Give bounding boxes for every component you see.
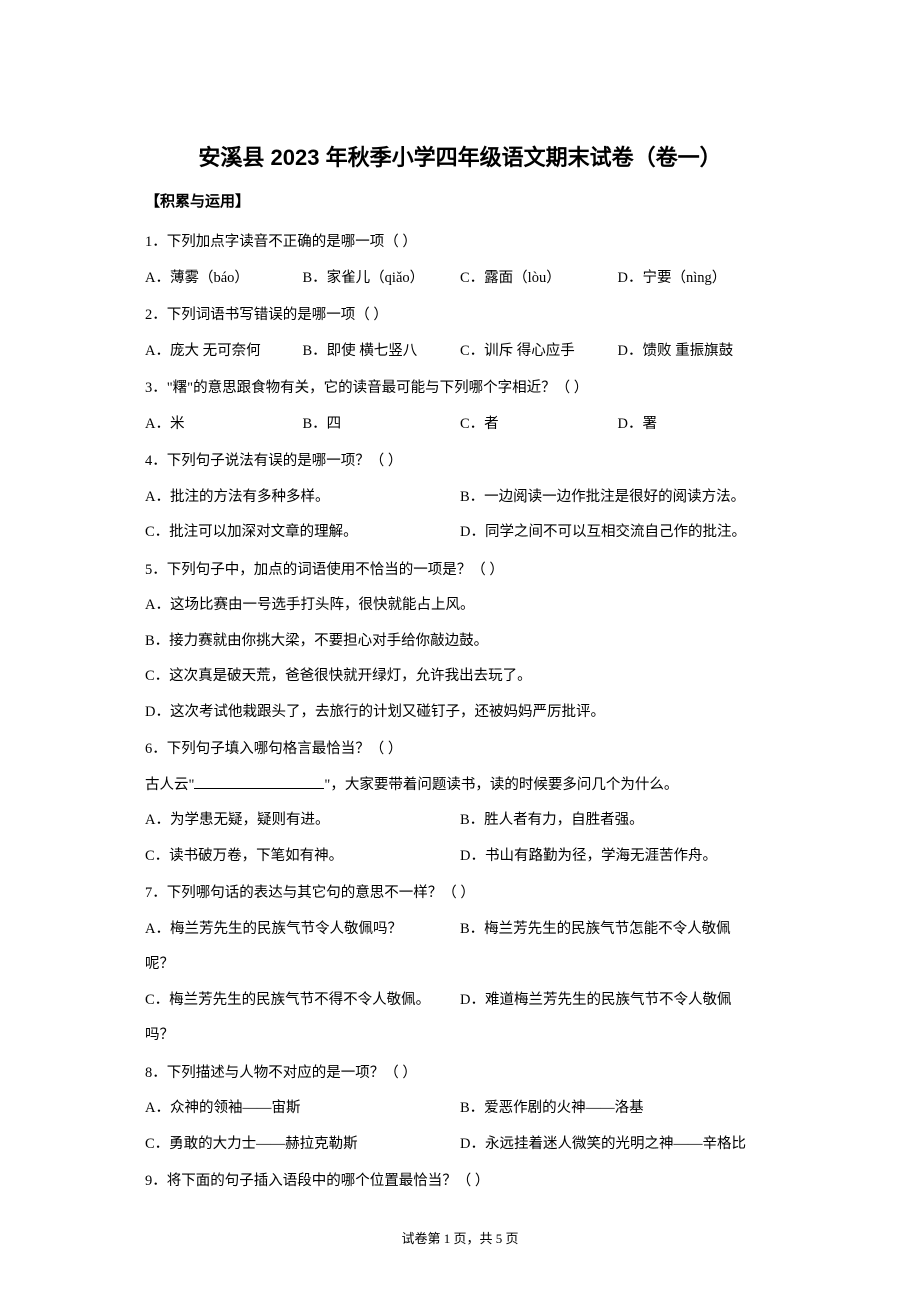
option: A．众神的领袖——宙斯 — [145, 1091, 460, 1127]
question-7: 7．下列哪句话的表达与其它句的意思不一样？（ ）A．梅兰芳先生的民族气节令人敬佩… — [145, 876, 775, 1054]
question-9: 9．将下面的句子插入语段中的哪个位置最恰当？（ ） — [145, 1164, 775, 1200]
option: C．梅兰芳先生的民族气节不得不令人敬佩。 — [145, 983, 460, 1019]
option: C．者 — [460, 407, 618, 443]
option: A．薄雾（báo） — [145, 261, 303, 297]
option: C．训斥 得心应手 — [460, 334, 618, 370]
option: D．这次考试他栽跟头了，去旅行的计划又碰钉子，还被妈妈严厉批评。 — [145, 695, 775, 731]
question-text: 7．下列哪句话的表达与其它句的意思不一样？（ ） — [145, 876, 775, 912]
question-text: 3．"糬"的意思跟食物有关，它的读音最可能与下列哪个字相近？（ ） — [145, 371, 775, 407]
option: B．即使 横七竖八 — [303, 334, 461, 370]
options-row: A．众神的领袖——宙斯B．爱恶作剧的火神——洛基C．勇敢的大力士——赫拉克勒斯D… — [145, 1091, 775, 1162]
option: D．宁要（nìng） — [618, 261, 776, 297]
option: B．梅兰芳先生的民族气节怎能不令人敬佩 — [460, 912, 775, 948]
options-row: A．庞大 无可奈何B．即使 横七竖八C．训斥 得心应手D．馈败 重振旗鼓 — [145, 334, 775, 370]
option: A．为学患无疑，疑则有进。 — [145, 803, 460, 839]
option: B．接力赛就由你挑大梁，不要担心对手给你敲边鼓。 — [145, 624, 775, 660]
options-row: A．为学患无疑，疑则有进。B．胜人者有力，自胜者强。C．读书破万卷，下笔如有神。… — [145, 803, 775, 874]
question-6: 6．下列句子填入哪句格言最恰当？（ ）古人云""，大家要带着问题读书，读的时候要… — [145, 732, 775, 874]
question-8: 8．下列描述与人物不对应的是一项？（ ）A．众神的领袖——宙斯B．爱恶作剧的火神… — [145, 1056, 775, 1163]
option: B．一边阅读一边作批注是很好的阅读方法。 — [460, 480, 775, 516]
option: A．梅兰芳先生的民族气节令人敬佩吗？ — [145, 912, 460, 948]
option: B．家雀儿（qiǎo） — [303, 261, 461, 297]
option: C．读书破万卷，下笔如有神。 — [145, 839, 460, 875]
option: D．书山有路勤为径，学海无涯苦作舟。 — [460, 839, 775, 875]
option: D．同学之间不可以互相交流自己作的批注。 — [460, 515, 775, 551]
option: C．露面（lòu） — [460, 261, 618, 297]
options-row: A．米B．四C．者D．署 — [145, 407, 775, 443]
question-text: 8．下列描述与人物不对应的是一项？（ ） — [145, 1056, 775, 1092]
question-text: 9．将下面的句子插入语段中的哪个位置最恰当？（ ） — [145, 1164, 775, 1200]
fill-blank — [194, 774, 324, 789]
options-wrap: A．梅兰芳先生的民族气节令人敬佩吗？B．梅兰芳先生的民族气节怎能不令人敬佩呢？C… — [145, 912, 775, 1054]
option: A．米 — [145, 407, 303, 443]
question-text: 6．下列句子填入哪句格言最恰当？（ ） — [145, 732, 775, 768]
question-1: 1．下列加点字读音不正确的是哪一项（ ）A．薄雾（báo）B．家雀儿（qiǎo）… — [145, 225, 775, 296]
option: D．署 — [618, 407, 776, 443]
question-4: 4．下列句子说法有误的是哪一项？（ ）A．批注的方法有多种多样。B．一边阅读一边… — [145, 444, 775, 551]
option: A．这场比赛由一号选手打头阵，很快就能占上风。 — [145, 588, 775, 624]
question-preamble: 古人云""，大家要带着问题读书，读的时候要多问几个为什么。 — [145, 768, 775, 804]
option: B．爱恶作剧的火神——洛基 — [460, 1091, 775, 1127]
section-header: 【积累与运用】 — [145, 190, 775, 211]
option: B．胜人者有力，自胜者强。 — [460, 803, 775, 839]
option: A．庞大 无可奈何 — [145, 334, 303, 370]
option-continuation: 吗？ — [145, 1018, 775, 1054]
option: B．四 — [303, 407, 461, 443]
question-text: 1．下列加点字读音不正确的是哪一项（ ） — [145, 225, 775, 261]
exam-title: 安溪县 2023 年秋季小学四年级语文期末试卷（卷一） — [145, 140, 775, 172]
options-row: A．薄雾（báo）B．家雀儿（qiǎo）C．露面（lòu）D．宁要（nìng） — [145, 261, 775, 297]
options-row: A．这场比赛由一号选手打头阵，很快就能占上风。B．接力赛就由你挑大梁，不要担心对… — [145, 588, 775, 730]
options-row: A．批注的方法有多种多样。B．一边阅读一边作批注是很好的阅读方法。C．批注可以加… — [145, 480, 775, 551]
question-text: 5．下列句子中，加点的词语使用不恰当的一项是？（ ） — [145, 553, 775, 589]
option: C．批注可以加深对文章的理解。 — [145, 515, 460, 551]
option: C．勇敢的大力士——赫拉克勒斯 — [145, 1127, 460, 1163]
question-5: 5．下列句子中，加点的词语使用不恰当的一项是？（ ）A．这场比赛由一号选手打头阵… — [145, 553, 775, 731]
questions-container: 1．下列加点字读音不正确的是哪一项（ ）A．薄雾（báo）B．家雀儿（qiǎo）… — [145, 225, 775, 1200]
option: D．永远挂着迷人微笑的光明之神——辛格比 — [460, 1127, 775, 1163]
option: C．这次真是破天荒，爸爸很快就开绿灯，允许我出去玩了。 — [145, 659, 775, 695]
option: D．难道梅兰芳先生的民族气节不令人敬佩 — [460, 983, 775, 1019]
question-text: 2．下列词语书写错误的是哪一项（ ） — [145, 298, 775, 334]
question-text: 4．下列句子说法有误的是哪一项？（ ） — [145, 444, 775, 480]
option: A．批注的方法有多种多样。 — [145, 480, 460, 516]
option-continuation: 呢？ — [145, 947, 775, 983]
page-footer: 试卷第 1 页，共 5 页 — [0, 1228, 920, 1247]
option: D．馈败 重振旗鼓 — [618, 334, 776, 370]
question-2: 2．下列词语书写错误的是哪一项（ ）A．庞大 无可奈何B．即使 横七竖八C．训斥… — [145, 298, 775, 369]
question-3: 3．"糬"的意思跟食物有关，它的读音最可能与下列哪个字相近？（ ）A．米B．四C… — [145, 371, 775, 442]
